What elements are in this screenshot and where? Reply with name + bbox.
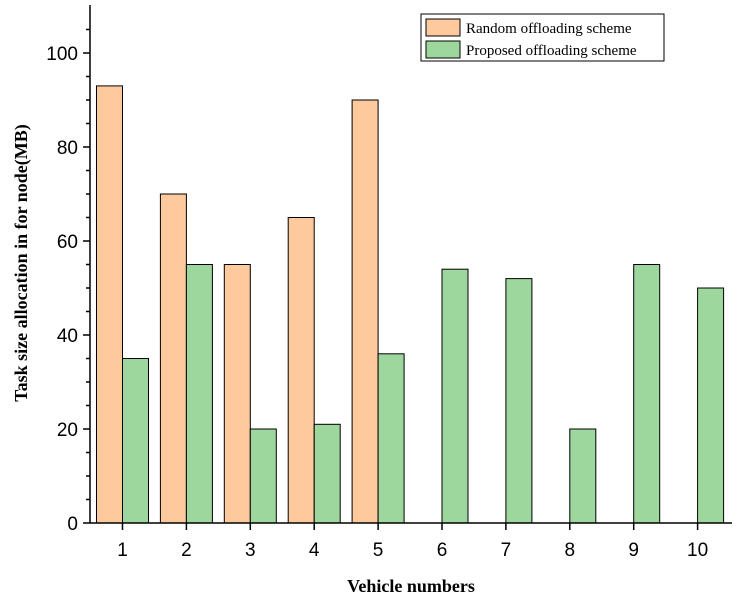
x-axis-title: Vehicle numbers xyxy=(347,576,475,596)
legend: Random offloading scheme Proposed offloa… xyxy=(420,13,665,62)
bars-group xyxy=(96,85,725,524)
y-tick-label: 20 xyxy=(57,420,78,441)
bar-random-2 xyxy=(159,193,187,524)
bar-proposed-5 xyxy=(377,353,405,524)
y-axis-title: Task size allocation in for node(MB) xyxy=(11,124,32,402)
x-tick-label: 4 xyxy=(309,540,320,561)
x-tick-label: 10 xyxy=(687,540,708,561)
y-ticks: 0 20 40 60 80 100 xyxy=(46,28,90,535)
bar-proposed-10 xyxy=(697,287,725,524)
bar-proposed-9 xyxy=(633,264,661,524)
bar-proposed-7 xyxy=(505,278,533,524)
x-tick-label: 8 xyxy=(565,540,576,561)
bar-proposed-3 xyxy=(249,428,277,524)
bar-proposed-6 xyxy=(441,268,469,524)
bar-random-5 xyxy=(351,99,379,524)
x-tick-label: 5 xyxy=(373,540,384,561)
bar-proposed-2 xyxy=(185,264,213,524)
bar-random-3 xyxy=(223,264,251,524)
legend-frame xyxy=(420,13,665,62)
y-tick-label: 40 xyxy=(57,326,78,347)
legend-label-random: Random offloading scheme xyxy=(466,21,632,37)
x-tick-label: 9 xyxy=(628,540,639,561)
x-tick-label: 2 xyxy=(181,540,192,561)
bar-proposed-1 xyxy=(122,358,149,524)
legend-swatch-random xyxy=(425,18,461,37)
bar-random-4 xyxy=(287,217,315,524)
bar-proposed-8 xyxy=(569,428,597,524)
x-tick-label: 3 xyxy=(245,540,256,561)
bar-random-1 xyxy=(96,85,123,524)
y-tick-label: 100 xyxy=(46,44,78,65)
legend-swatch-proposed xyxy=(425,40,461,59)
y-tick-label: 60 xyxy=(57,232,78,253)
x-tick-label: 6 xyxy=(437,540,448,561)
bar-proposed-4 xyxy=(313,423,341,524)
x-tick-label: 1 xyxy=(117,540,128,561)
x-ticks: 1 2 3 4 5 6 7 8 9 10 xyxy=(117,523,708,561)
legend-label-proposed: Proposed offloading scheme xyxy=(466,43,637,59)
y-tick-label: 0 xyxy=(67,514,78,535)
y-tick-label: 80 xyxy=(57,138,78,159)
x-tick-label: 7 xyxy=(501,540,512,561)
